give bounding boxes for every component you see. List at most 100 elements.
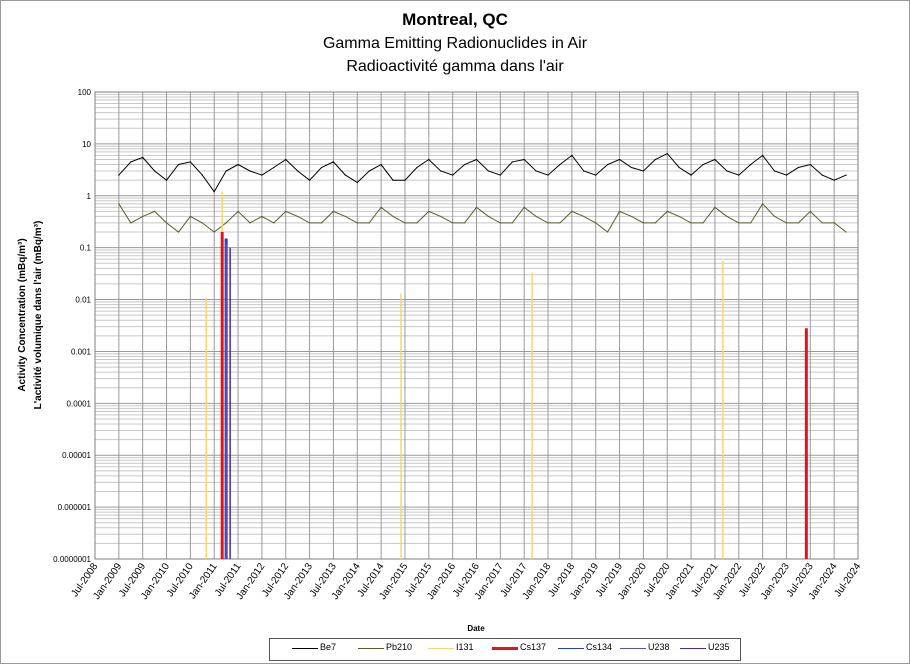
legend-swatch-cs137	[492, 647, 518, 650]
chart-title: Montreal, QC	[402, 10, 508, 29]
series-pb210-point	[607, 231, 609, 233]
y-tick-labels: 0.0000001 0.000001 0.00001 0.0001 0.001 0.01 0…	[53, 88, 91, 564]
series-be7-point	[666, 152, 668, 155]
series-be7-point	[630, 166, 633, 169]
series-be7-point	[189, 161, 191, 163]
series-pb210-point	[678, 215, 680, 218]
series-be7-point	[130, 161, 132, 163]
legend-swatch-i131	[428, 648, 454, 649]
series-be7-line	[118, 152, 847, 193]
series-be7-point	[165, 179, 168, 181]
series-be7-point	[356, 181, 358, 184]
series-be7-point	[452, 174, 454, 176]
series-pb210-point	[738, 222, 740, 224]
series-be7-point	[726, 170, 728, 172]
series-be7-point	[559, 163, 561, 166]
series-be7-point	[750, 163, 752, 166]
y-tick-label: 0.0000001	[53, 555, 91, 564]
series-be7-point	[225, 170, 227, 172]
series-be7-point	[523, 158, 525, 161]
series-be7-point	[285, 158, 287, 161]
legend-item-cs134: Cs134	[558, 642, 620, 656]
series-pb210-point	[404, 222, 406, 224]
series-be7-point	[511, 161, 513, 163]
series-be7-point	[475, 158, 478, 161]
series-pb210-point	[547, 222, 549, 224]
series-pb210-point	[249, 222, 251, 224]
series-be7-point	[463, 163, 466, 166]
series-be7-point	[237, 163, 239, 166]
series-pb210-line	[118, 202, 847, 233]
legend-item-cs137: Cs137	[492, 642, 554, 656]
series-pb210-point	[332, 210, 335, 212]
x-tick-labels: Jul-2008Jan-2009Jul-2009Jan-2010Jul-2010…	[69, 561, 863, 602]
series-pb210-point	[380, 206, 382, 208]
legend-swatch-pb210	[358, 648, 384, 649]
y-tick-label: 10	[82, 140, 91, 149]
series-layer	[118, 152, 847, 559]
series-pb210-point	[130, 222, 132, 224]
series-pb210-point	[499, 222, 501, 224]
y-axis-label-fr: L'activité volumique dans l'air (mBq/m³)	[33, 221, 44, 410]
series-pb210-point	[642, 222, 645, 224]
series-pb210-point	[762, 203, 764, 205]
series-be7-point	[368, 170, 370, 172]
series-be7-point	[487, 170, 490, 172]
series-pb210-point	[702, 222, 704, 224]
series-pb210-point	[630, 215, 633, 218]
series-be7-point	[535, 170, 537, 172]
series-pb210-point	[785, 222, 788, 224]
series-pb210-point	[201, 222, 203, 224]
series-pb210-point	[308, 222, 311, 224]
series-be7-point	[595, 174, 597, 176]
series-pb210-point	[833, 222, 835, 224]
series-pb210-point	[475, 206, 478, 208]
grid	[94, 92, 859, 560]
series-pb210-point	[714, 206, 716, 208]
plot-area	[94, 91, 859, 560]
series-be7-point	[738, 174, 740, 176]
y-tick-label: 0.01	[75, 296, 91, 305]
series-pb210-point	[583, 215, 585, 218]
series-pb210-point	[797, 222, 799, 224]
series-pb210-point	[535, 215, 537, 218]
series-pb210-point	[773, 215, 776, 218]
series-pb210-point	[571, 210, 573, 212]
x-axis-label: Date	[467, 624, 485, 633]
legend-label-cs134: Cs134	[586, 642, 613, 652]
series-pb210-point	[487, 215, 490, 218]
series-pb210-point	[177, 231, 180, 233]
series-be7-point	[344, 174, 346, 176]
series-pb210-point	[356, 222, 358, 224]
series-pb210-point	[213, 231, 215, 233]
chart-subtitle-en: Gamma Emitting Radionuclides in Air	[322, 35, 588, 52]
series-be7-point	[297, 170, 299, 172]
series-be7-point	[416, 166, 418, 169]
legend-swatch-u238	[620, 648, 646, 649]
series-be7-point	[273, 166, 275, 169]
series-pb210-point	[452, 222, 454, 224]
series-pb210-point	[690, 222, 692, 224]
series-be7-point	[428, 158, 430, 161]
series-pb210-point	[654, 222, 656, 224]
series-be7-point	[714, 158, 716, 161]
series-be7-point	[380, 163, 382, 166]
series-be7-point	[702, 163, 704, 166]
series-be7-point	[201, 174, 203, 176]
legend-swatch-be7	[292, 648, 318, 649]
series-pb210-point	[428, 210, 430, 212]
series-be7-point	[499, 174, 501, 176]
series-be7-point	[320, 166, 323, 169]
series-be7-point	[118, 174, 120, 176]
series-be7-point	[571, 154, 573, 157]
series-pb210-point	[440, 215, 442, 218]
series-pb210-point	[297, 215, 299, 218]
legend-label-i131: I131	[456, 642, 474, 652]
series-pb210-point	[726, 215, 728, 218]
series-pb210-point	[273, 222, 275, 224]
series-be7-point	[261, 174, 263, 176]
series-be7-point	[392, 179, 394, 181]
series-pb210-point	[511, 222, 513, 224]
series-pb210-point	[368, 222, 370, 224]
series-be7-point	[213, 191, 215, 193]
